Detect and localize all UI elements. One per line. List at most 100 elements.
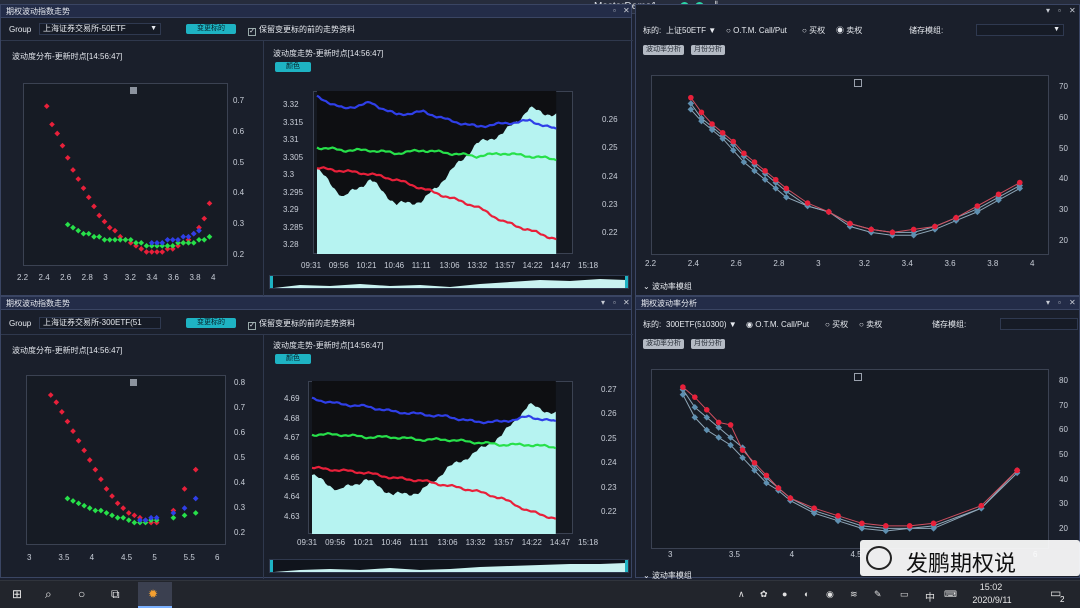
vol-model-toggle[interactable]: ⌄ 波动率模组 xyxy=(643,571,692,580)
radio-otm[interactable]: ○ O.T.M. Call/Put xyxy=(726,26,787,35)
left-tick-label: 4.69 xyxy=(284,394,300,403)
radio-buy[interactable]: ○ 买权 xyxy=(802,26,826,35)
data-point xyxy=(772,185,779,192)
clock-date[interactable]: 2020/9/11 xyxy=(972,595,1012,605)
x-tick-label: 15:18 xyxy=(578,538,599,547)
clock-time[interactable]: 15:02 xyxy=(979,582,1003,592)
tray-app-icon[interactable]: ● xyxy=(782,589,788,599)
color-button[interactable]: 颜色 xyxy=(275,62,311,72)
radio-sell[interactable]: ○ 卖权 xyxy=(859,320,883,329)
chevron-down-icon[interactable]: ▾ xyxy=(1046,298,1051,307)
restore-icon[interactable]: ▫ xyxy=(613,298,616,307)
vol-analysis-button[interactable]: 波动率分析 xyxy=(643,45,684,55)
data-point xyxy=(86,457,93,463)
underlying-select[interactable]: 上证50ETF ▼ xyxy=(666,26,717,35)
data-point xyxy=(127,236,134,243)
wifi-icon[interactable]: ≋ xyxy=(850,589,858,599)
input-method-icon[interactable]: ⌨ xyxy=(944,589,957,599)
wechat-icon xyxy=(866,546,892,570)
close-icon[interactable]: ✕ xyxy=(623,298,630,307)
radio-sell[interactable]: ◉ 卖权 xyxy=(836,26,863,35)
y-tick-label: 0.3 xyxy=(234,503,246,512)
data-point xyxy=(169,246,176,252)
right-tick-label: 0.24 xyxy=(601,458,617,468)
data-point xyxy=(106,236,113,243)
group-select[interactable]: 上海证券交易所-300ETF(51 xyxy=(39,317,161,329)
restore-icon[interactable]: ▫ xyxy=(613,6,616,15)
radio-otm[interactable]: ◉ O.T.M. Call/Put xyxy=(746,320,810,329)
x-tick-label: 09:31 xyxy=(297,538,318,547)
data-point xyxy=(133,243,139,249)
x-tick-label: 3.5 xyxy=(728,550,740,559)
month-analysis-button[interactable]: 月份分析 xyxy=(691,45,725,55)
y-tick-label: 0.5 xyxy=(233,157,245,167)
chart-handle-icon[interactable] xyxy=(854,373,862,381)
vol-plot-area xyxy=(651,369,1049,549)
data-point xyxy=(91,203,97,210)
switch-underlying-button[interactable]: 变更标的 xyxy=(186,318,236,328)
left-tick-label: 4.64 xyxy=(284,492,300,502)
tray-arrow-icon[interactable]: ∧ xyxy=(738,589,745,599)
group-select[interactable]: 上海证券交易所-50ETF ▼ xyxy=(39,23,161,35)
data-point xyxy=(727,441,734,449)
store-select[interactable] xyxy=(1000,318,1078,330)
app-taskbar-button[interactable]: ✹ xyxy=(138,582,172,608)
data-point xyxy=(131,512,138,519)
chevron-down-icon: ▼ xyxy=(708,26,717,35)
month-analysis-button[interactable]: 月份分析 xyxy=(691,339,725,349)
panel-title: 期权波动指数走势 xyxy=(1,5,631,18)
data-point xyxy=(101,236,108,243)
chart-handle-icon[interactable] xyxy=(854,79,862,87)
radio-buy[interactable]: ○ 买权 xyxy=(825,320,849,329)
data-point xyxy=(190,239,197,246)
range-scrollbar[interactable] xyxy=(269,559,629,573)
data-point xyxy=(125,510,132,516)
tray-app-icon[interactable]: ◐ xyxy=(804,589,810,599)
search-icon[interactable]: ⌕ xyxy=(45,587,52,601)
range-scrollbar[interactable] xyxy=(269,275,629,289)
keep-history-checkbox[interactable]: ✓ 保留变更标的前的走势资料 xyxy=(248,319,355,330)
vol-analysis-button[interactable]: 波动率分析 xyxy=(643,339,684,349)
close-icon[interactable]: ✕ xyxy=(1069,6,1076,15)
restore-icon[interactable]: ▫ xyxy=(1058,6,1061,15)
task-view-icon[interactable]: ⧉ xyxy=(111,587,120,601)
x-tick-label: 4 xyxy=(1030,259,1035,268)
notification-icon[interactable]: ▭ xyxy=(1050,586,1062,600)
chart-handle-icon[interactable] xyxy=(130,87,137,94)
underlying-select[interactable]: 300ETF(510300) ▼ xyxy=(666,320,737,329)
store-label: 储存模组: xyxy=(909,26,944,35)
ime-indicator[interactable]: 中 xyxy=(925,593,935,604)
data-point xyxy=(930,520,937,527)
chart-handle-icon[interactable] xyxy=(130,379,137,386)
data-point xyxy=(117,233,124,240)
vol-model-toggle[interactable]: ⌄ 波动率模组 xyxy=(643,282,692,291)
store-select[interactable]: ▼ xyxy=(976,24,1064,36)
data-point xyxy=(763,472,770,479)
x-tick-label: 13:57 xyxy=(493,538,514,547)
x-tick-label: 2.4 xyxy=(38,273,50,282)
range-preview xyxy=(274,563,626,572)
data-point xyxy=(192,510,199,516)
right-panel-1: ▾ ▫ ✕ 标的: 上证50ETF ▼ ○ O.T.M. Call/Put ○ … xyxy=(635,4,1080,296)
tray-app-icon[interactable]: ◉ xyxy=(826,589,834,599)
x-tick-label: 09:56 xyxy=(325,538,346,547)
windows-start-icon[interactable]: ⊞ xyxy=(12,587,23,601)
x-tick-label: 2.2 xyxy=(645,259,657,268)
data-point xyxy=(47,392,54,398)
keep-history-checkbox[interactable]: ✓ 保留变更标的前的走势资料 xyxy=(248,25,355,36)
cortana-icon[interactable]: ○ xyxy=(78,587,86,601)
restore-icon[interactable]: ▫ xyxy=(1058,298,1061,307)
data-point xyxy=(787,495,794,501)
switch-underlying-button[interactable]: 变更标的 xyxy=(186,24,236,34)
color-button[interactable]: 颜色 xyxy=(275,354,311,364)
chevron-down-icon[interactable]: ▾ xyxy=(601,298,606,307)
left-panel-2: 期权波动指数走势 ▾ ▫ ✕ Group 上海证券交易所-300ETF(51 变… xyxy=(0,296,633,579)
chevron-down-icon[interactable]: ▾ xyxy=(1046,6,1051,15)
display-icon[interactable]: ▭ xyxy=(900,589,909,599)
series-line xyxy=(311,431,557,450)
series-line xyxy=(316,94,557,130)
close-icon[interactable]: ✕ xyxy=(1069,298,1076,307)
close-icon[interactable]: ✕ xyxy=(623,6,630,15)
tray-app-icon[interactable]: ✿ xyxy=(760,589,768,599)
tray-app-icon[interactable]: ✎ xyxy=(874,589,882,599)
